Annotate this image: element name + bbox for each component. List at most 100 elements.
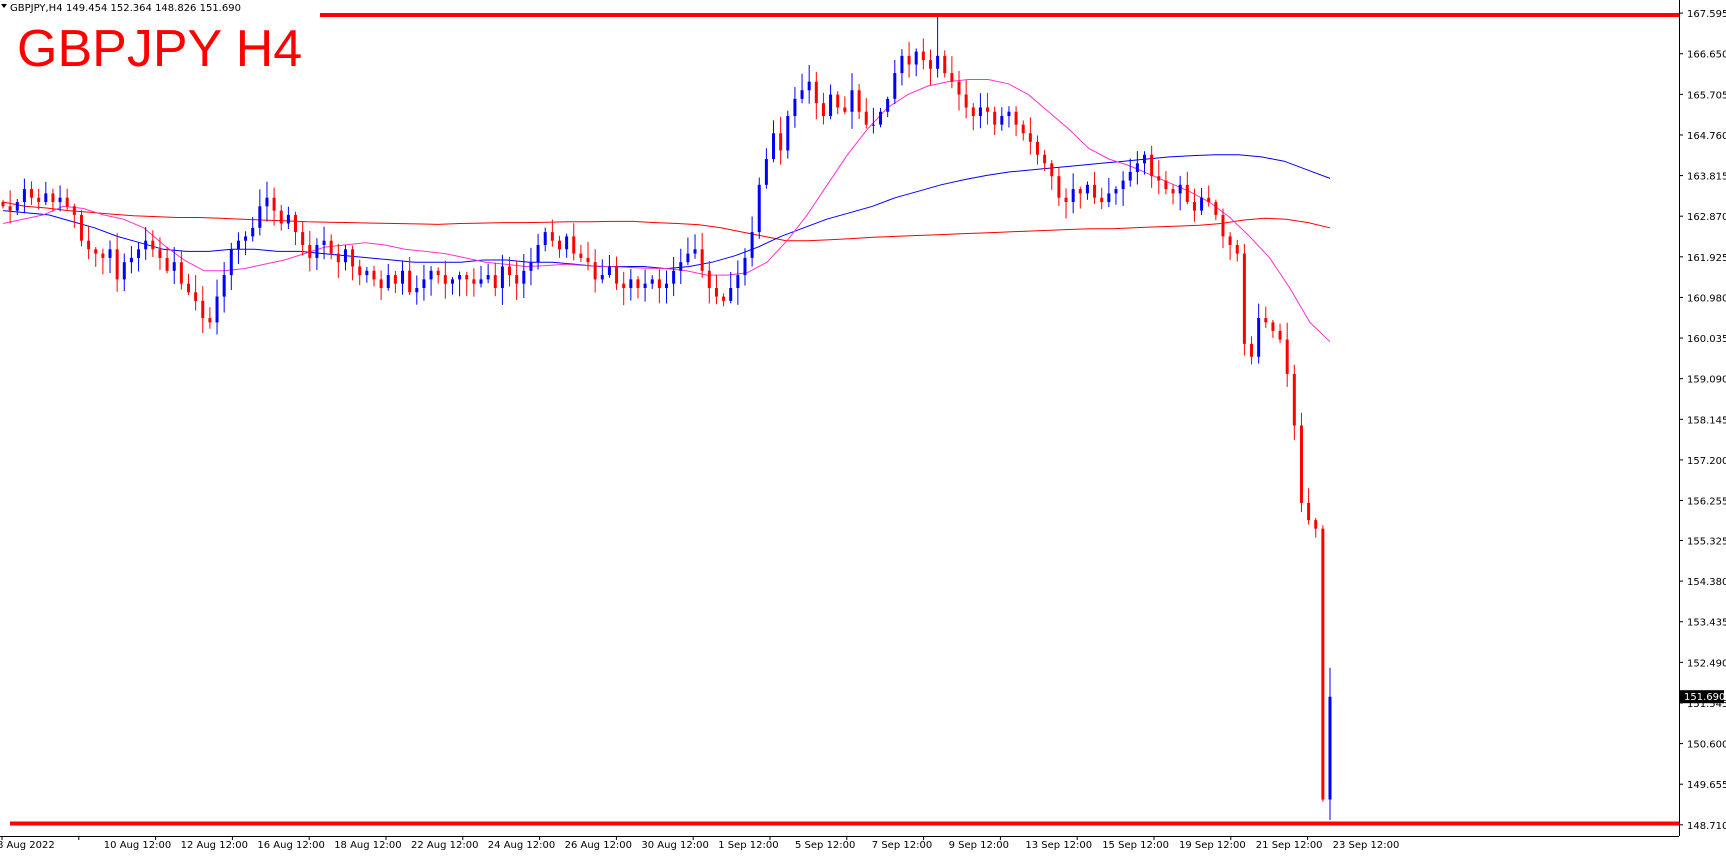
candle-bull (258, 206, 262, 228)
candle-bear (586, 257, 590, 263)
candle-bear (1278, 330, 1282, 340)
price-tick-label: 158.145 (1687, 415, 1726, 426)
candle-bull (936, 55, 940, 69)
candle-bull (850, 90, 854, 112)
ohlc-values: 149.454 152.364 148.826 151.690 (66, 3, 241, 14)
candle-bull (893, 73, 897, 99)
time-tick-label: 10 Aug 12:00 (104, 840, 171, 851)
price-tick-label: 157.200 (1687, 456, 1726, 467)
candle-bull (600, 275, 604, 280)
candle-bear (515, 275, 519, 284)
candle-bull (743, 257, 747, 276)
candle-bear (1228, 236, 1232, 245)
candle-bull (1007, 111, 1011, 117)
candle-bull (1257, 318, 1261, 357)
candle-bull (643, 283, 647, 288)
candle-bear (1271, 322, 1275, 331)
candle-bear (843, 107, 847, 112)
time-tick-label: 23 Sep 12:00 (1333, 840, 1400, 851)
candle-bull (386, 275, 390, 288)
candle-bull (800, 90, 804, 99)
candle-bull (536, 244, 540, 263)
price-tick-label: 156.255 (1687, 497, 1726, 508)
candle-bull (1143, 154, 1147, 164)
candle-bear (1242, 253, 1246, 344)
candle-bear (1, 202, 5, 207)
candle-bear (186, 283, 190, 293)
time-tick-label: 15 Sep 12:00 (1102, 840, 1169, 851)
candle-bear (329, 240, 333, 254)
price-tick-label: 154.380 (1687, 577, 1726, 588)
candle-bull (1178, 184, 1182, 194)
candle-bear (1214, 202, 1218, 215)
candle-bear (101, 253, 105, 258)
time-tick-label: 18 Aug 12:00 (334, 840, 401, 851)
triangle-down-icon[interactable] (1, 4, 7, 8)
candle-bull (479, 279, 483, 284)
candle-bull (1107, 193, 1111, 203)
candle-bull (543, 232, 547, 245)
price-axis[interactable]: 167.595 166.650 165.705 164.760 163.815 162.8… (1679, 9, 1726, 832)
candle-bull (665, 283, 668, 288)
candle-bear (1321, 528, 1325, 800)
candle-bear (964, 94, 968, 108)
candle-bull (629, 279, 633, 288)
candle-bear (1093, 184, 1097, 198)
candle-bear (51, 193, 55, 203)
candle-bear (1264, 318, 1268, 323)
price-tick-label: 161.925 (1687, 253, 1726, 264)
horizontal-levels[interactable] (10, 13, 1679, 826)
candle-bull (672, 270, 676, 284)
candle-bear (1064, 197, 1068, 203)
candle-bull (793, 98, 797, 117)
candle-bear (1285, 339, 1289, 374)
plot-area[interactable] (0, 0, 1679, 836)
candle-bear (950, 73, 954, 82)
candle-bull (129, 257, 133, 263)
candle-bull (15, 202, 19, 211)
candle-bear (436, 270, 440, 276)
candle-bull (757, 184, 761, 233)
candle-bull (58, 197, 62, 203)
time-tick-label: 16 Aug 12:00 (257, 840, 324, 851)
candle-bull (679, 262, 683, 271)
candle-bull (1000, 116, 1004, 125)
candle-bull (286, 214, 290, 224)
candle-bull (22, 189, 26, 203)
candle-bear (279, 210, 283, 224)
candle-bull (807, 81, 811, 91)
time-axis[interactable]: 8 Aug 2022 10 Aug 12:00 12 Aug 12:00 16 Aug… (0, 836, 1399, 851)
price-tick-label: 160.980 (1687, 293, 1726, 304)
candle-bull (879, 111, 883, 125)
price-tick-label: 152.490 (1687, 658, 1726, 669)
time-tick-label: 12 Aug 12:00 (181, 840, 248, 851)
symbol-header: GBPJPY,H4 149.454 152.364 148.826 151.69… (1, 3, 241, 14)
price-tick-label: 149.655 (1687, 780, 1726, 791)
candle-bull (122, 262, 126, 280)
price-tick-label: 165.705 (1687, 90, 1726, 101)
candle-bull (486, 275, 490, 280)
candle-bull (315, 244, 319, 258)
candle-bull (458, 275, 462, 280)
candle-bear (65, 197, 69, 207)
time-tick-label: 21 Sep 12:00 (1256, 840, 1323, 851)
price-tick-label: 151.545 (1687, 699, 1726, 710)
candle-bear (294, 214, 298, 233)
candle-bear (94, 249, 98, 254)
time-tick-label: 1 Sep 12:00 (718, 840, 778, 851)
overlay-title: GBPJPY H4 (17, 20, 302, 78)
candle-bear (8, 206, 12, 211)
candle-bull (1135, 163, 1139, 172)
candle-bear (1192, 202, 1196, 211)
time-tick-label: 30 Aug 12:00 (641, 840, 708, 851)
candle-bull (251, 227, 255, 237)
candle-bull (1328, 696, 1332, 800)
candle-bear (615, 266, 619, 284)
candle-bull (244, 236, 248, 241)
candle-bull (450, 279, 454, 284)
price-tick-label: 162.870 (1687, 212, 1726, 223)
candle-bull (1114, 189, 1118, 194)
candle-bull (108, 249, 112, 258)
candle-bull (871, 124, 875, 126)
